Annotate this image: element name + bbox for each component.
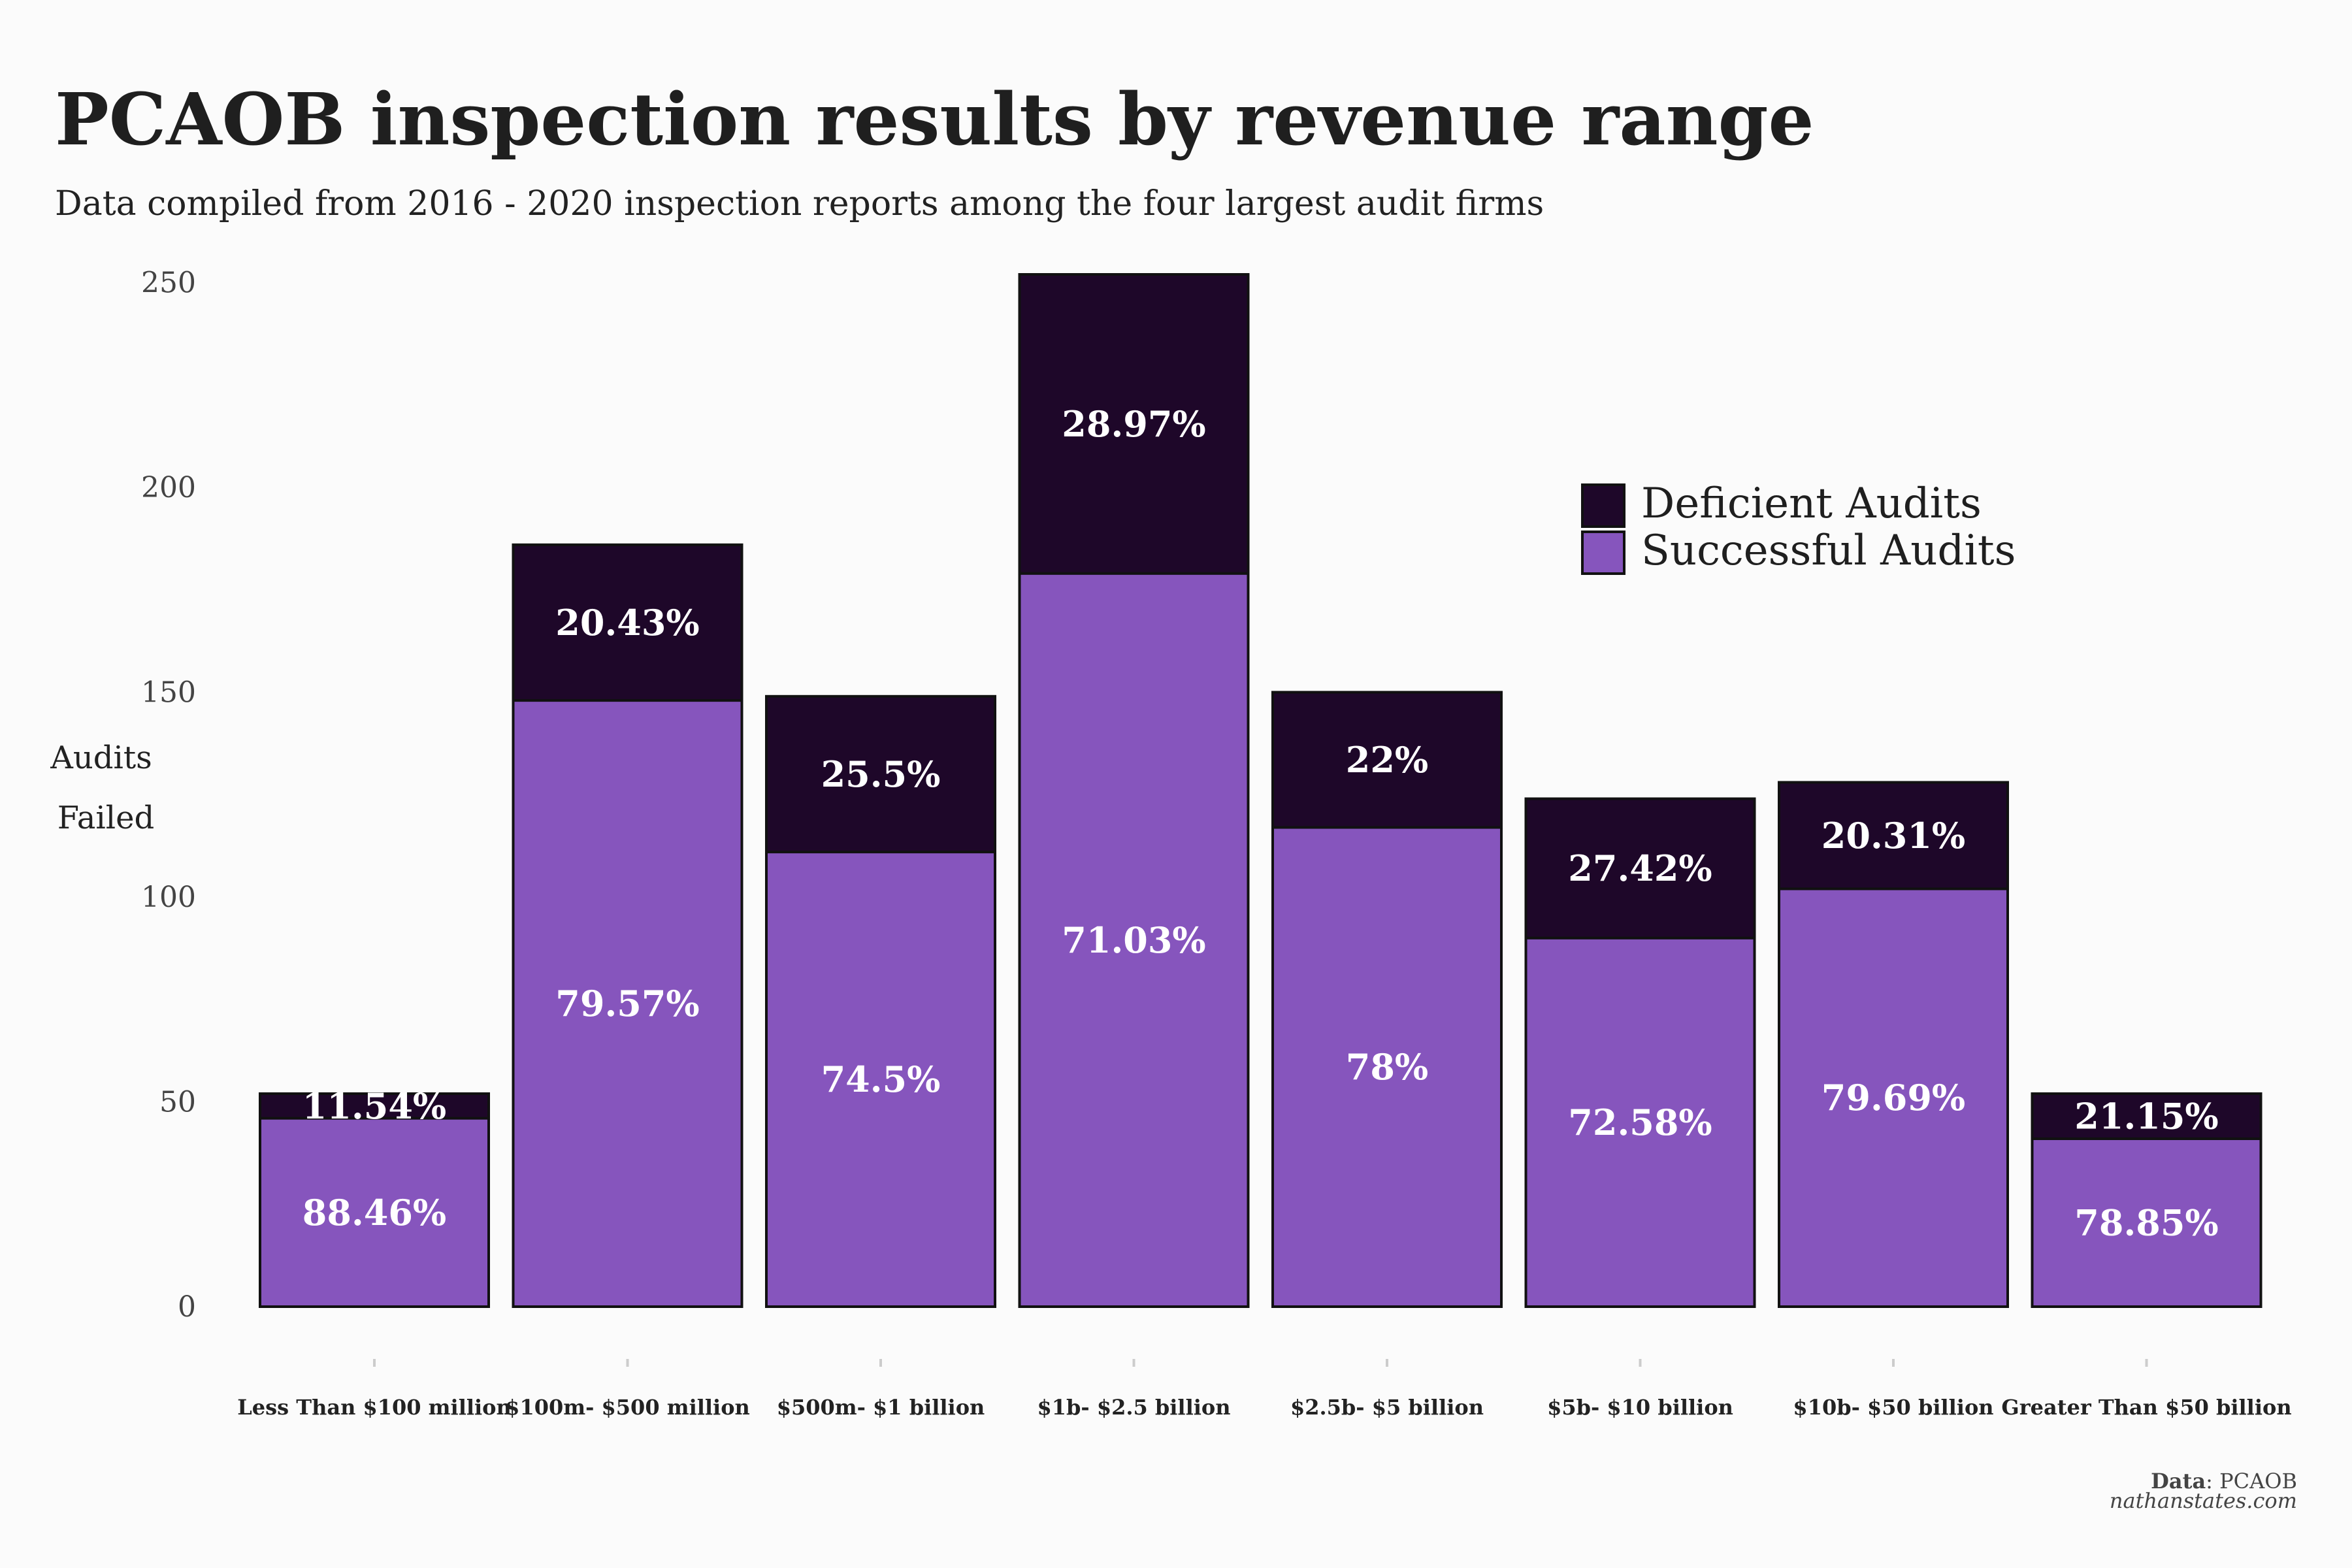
- chart-title: PCAOB inspection results by revenue rang…: [55, 77, 1814, 161]
- bar-deficient: [1524, 797, 1756, 939]
- bar-label-deficient: 27.42%: [1568, 847, 1712, 889]
- bar-label-successful: 88.46%: [302, 1192, 446, 1233]
- x-tick-label: $2.5b- $5 billion: [1290, 1395, 1484, 1420]
- bars: 88.46% 11.54% 79.57% 20.43% 74.5% 25.5% 71.03%…: [259, 273, 2262, 1309]
- bar-label-deficient: 20.43%: [555, 602, 699, 644]
- y-axis-label: Audits Failed: [50, 740, 154, 836]
- x-tick-label: Less Than $100 million: [237, 1395, 512, 1420]
- legend-label-successful: Successful Audits: [1641, 527, 2016, 575]
- source-credit: Data: PCAOB nathanstates.com: [2110, 1469, 2297, 1513]
- bar-label-successful: 72.58%: [1568, 1102, 1712, 1143]
- chart-subtitle: Data compiled from 2016 - 2020 inspectio…: [55, 184, 1544, 223]
- y-tick-label: 100: [141, 881, 196, 914]
- bar-label-deficient: 25.5%: [821, 753, 941, 795]
- y-tick-label: 50: [159, 1086, 196, 1119]
- y-tick-label: 250: [141, 267, 196, 300]
- source-site: nathanstates.com: [2110, 1488, 2297, 1513]
- bar-label-successful: 78.85%: [2074, 1201, 2218, 1243]
- bar-successful: [512, 699, 743, 1308]
- bar-label-successful: 78%: [1346, 1046, 1428, 1088]
- x-tick-label: $1b- $2.5 billion: [1037, 1395, 1230, 1420]
- x-axis: Less Than $100 million$100m- $500 millio…: [237, 1359, 2292, 1420]
- bar-deficient: [512, 543, 743, 702]
- bar-deficient: [2031, 1092, 2262, 1140]
- bar-successful: [1271, 826, 1503, 1308]
- bar-successful: [1524, 936, 1756, 1308]
- bar-label-successful: 79.57%: [555, 983, 699, 1024]
- legend-swatch-deficient: [1581, 483, 1625, 528]
- bar-deficient: [259, 1092, 490, 1120]
- legend-swatch-successful: [1581, 531, 1625, 575]
- y-axis-label-line-2: Failed: [57, 800, 155, 836]
- bar-label-deficient: 22%: [1346, 739, 1428, 781]
- bar-successful: [2031, 1137, 2262, 1309]
- bar-label-successful: 71.03%: [1062, 919, 1205, 961]
- x-tick-label: Greater Than $50 billion: [2001, 1395, 2291, 1420]
- y-tick-label: 150: [141, 676, 196, 710]
- bar-deficient: [765, 694, 996, 854]
- bar-label-deficient: 20.31%: [1821, 815, 1965, 857]
- bar-successful: [1778, 887, 2009, 1308]
- y-axis-label-line-1: Audits: [50, 740, 152, 776]
- bar-deficient: [1778, 781, 2009, 890]
- x-tick-label: $100m- $500 million: [505, 1395, 750, 1420]
- bar-label-deficient: 21.15%: [2074, 1095, 2218, 1137]
- bar-successful: [1018, 572, 1250, 1309]
- bar-label-successful: 79.69%: [1821, 1077, 1965, 1119]
- bar-label-deficient: 11.54%: [302, 1085, 446, 1127]
- source-label: Data: [2151, 1469, 2206, 1494]
- bar-label-deficient: 28.97%: [1062, 403, 1205, 445]
- y-tick-label: 0: [178, 1290, 196, 1324]
- legend-label-deficient: Deficient Audits: [1641, 480, 1982, 528]
- x-tick-label: $5b- $10 billion: [1547, 1395, 1733, 1420]
- y-tick-label: 200: [141, 471, 196, 504]
- y-axis: 0 50 100 150 200 250: [141, 267, 196, 1324]
- bar-successful: [259, 1117, 490, 1308]
- bar-label-successful: 74.5%: [821, 1058, 941, 1100]
- source-value: : PCAOB: [2206, 1469, 2297, 1494]
- source-line: Data: PCAOB: [2151, 1469, 2297, 1494]
- bar-deficient: [1018, 273, 1250, 575]
- legend: Deficient Audits Successful Audits: [1581, 480, 2016, 575]
- bar-deficient: [1271, 691, 1503, 829]
- bar-successful: [765, 851, 996, 1308]
- x-tick-label: $500m- $1 billion: [777, 1395, 985, 1420]
- x-tick-label: $10b- $50 billion: [1793, 1395, 1993, 1420]
